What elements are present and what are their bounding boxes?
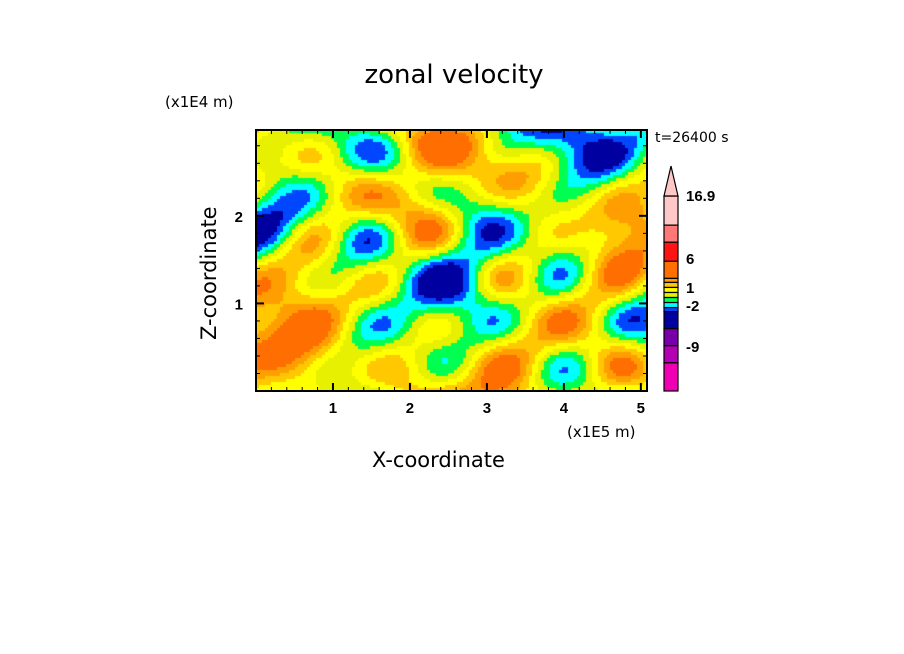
x-tick-label: 4	[560, 400, 569, 417]
colorbar-label: 16.9	[686, 188, 715, 205]
velocity-field	[256, 130, 647, 391]
colorbar-segment	[663, 277, 679, 284]
x-tick-label: 1	[329, 400, 337, 417]
colorbar-extend-arrow	[663, 165, 679, 197]
colorbar-segment	[663, 286, 679, 294]
colorbar-segment	[663, 281, 679, 289]
colorbar-segment	[663, 306, 679, 313]
colorbar-segment	[663, 241, 679, 262]
colorbar-segment	[663, 310, 679, 330]
y-axis-unit: (x1E4 m)	[165, 93, 234, 111]
colorbar-label: -9	[686, 339, 699, 356]
colorbar-segment	[663, 195, 679, 226]
colorbar-label: 6	[686, 251, 694, 268]
x-tick-label: 3	[483, 400, 491, 417]
time-label: t=26400 s	[655, 130, 729, 146]
x-axis-label: X-coordinate	[372, 448, 505, 472]
colorbar-label: -2	[686, 298, 699, 315]
colorbar-segment	[663, 296, 679, 304]
y-tick-label: 2	[235, 209, 243, 226]
colorbar-segment	[663, 224, 679, 243]
colorbar-segment	[663, 301, 679, 309]
colorbar-segment	[663, 328, 679, 347]
x-tick-label: 5	[637, 400, 645, 417]
x-tick-label: 2	[406, 400, 414, 417]
colorbar-segment	[663, 345, 679, 364]
plot-frame	[255, 129, 648, 392]
colorbar-label: 1	[686, 280, 694, 297]
chart-title: zonal velocity	[364, 60, 544, 90]
y-tick-label: 1	[235, 296, 243, 313]
colorbar-segment	[663, 260, 679, 280]
colorbar-segment	[663, 291, 679, 299]
x-axis-unit: (x1E5 m)	[567, 423, 636, 441]
colorbar-segment	[663, 362, 679, 392]
